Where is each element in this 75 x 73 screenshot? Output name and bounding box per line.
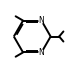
Text: N: N [39,16,44,25]
Circle shape [39,50,44,55]
Circle shape [39,18,44,23]
Text: N: N [39,48,44,57]
